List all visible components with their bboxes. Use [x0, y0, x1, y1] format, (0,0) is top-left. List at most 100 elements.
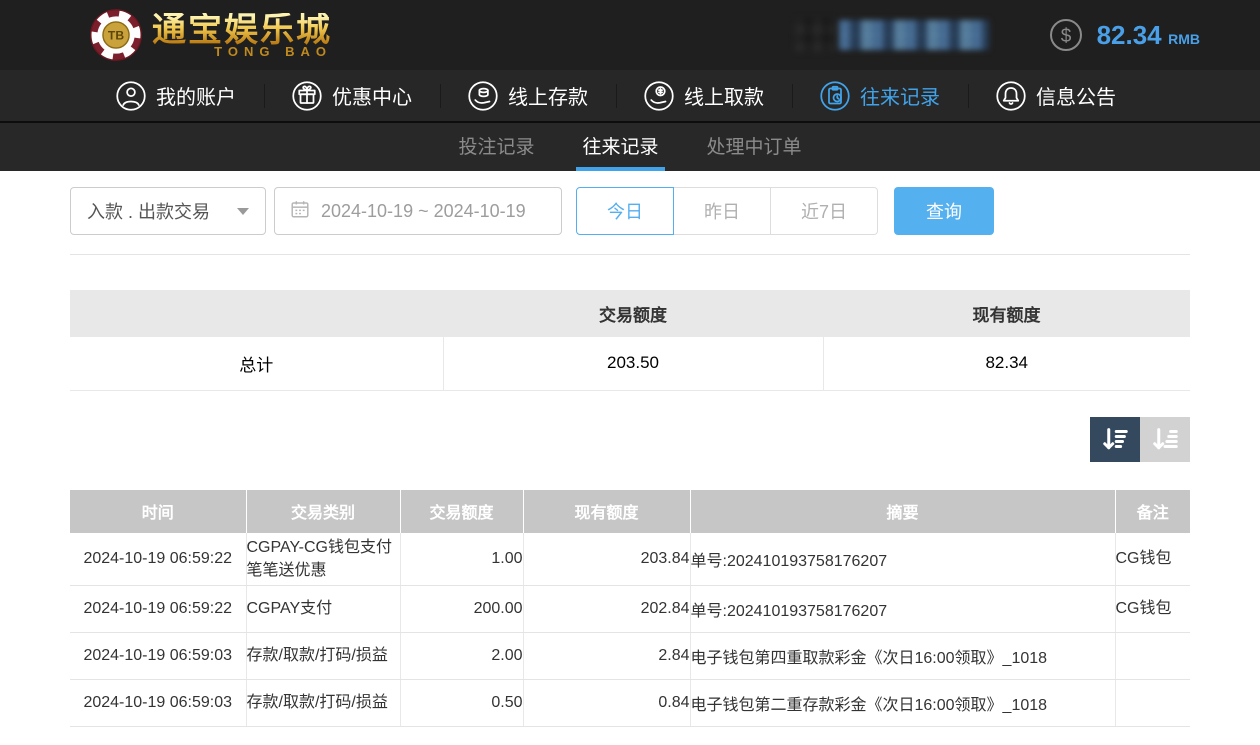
- cell-amount: 0.50: [399, 679, 523, 727]
- main-nav: 我的账户 优惠中心 线上存款 线上取款 往来记录 信息公告: [0, 70, 1260, 123]
- date-range-value: 2024-10-19 ~ 2024-10-19: [321, 200, 526, 221]
- select-value: 入款 . 出款交易: [87, 202, 211, 222]
- header-summary: 摘要: [690, 489, 1116, 533]
- cell-time: 2024-10-19 06:59:03: [70, 632, 246, 680]
- nav-label: 优惠中心: [332, 87, 412, 109]
- cell-time: 2024-10-19 06:59:22: [70, 532, 246, 586]
- balance-display: 82.34 RMB: [1097, 20, 1200, 51]
- cell-balance: 203.84: [522, 532, 690, 586]
- header-type: 交易类别: [246, 489, 401, 533]
- logo-subtitle: TONG BAO: [214, 43, 332, 59]
- summary-table: 交易额度 现有额度 总计 203.50 82.34: [70, 290, 1190, 391]
- user-icon: [116, 80, 146, 111]
- casino-chip-icon: TB: [90, 9, 142, 61]
- table-row: 2024-10-19 06:59:22 CGPAY-CG钱包支付笔笔送优惠 1.…: [70, 532, 1190, 586]
- tab-bet-records[interactable]: 投注记录: [452, 123, 540, 171]
- sort-controls: [70, 416, 1190, 462]
- quick-range-group: 今日 昨日 近7日: [576, 187, 879, 235]
- gift-icon: [292, 80, 322, 111]
- date-range-picker[interactable]: 2024-10-19 ~ 2024-10-19: [274, 187, 562, 235]
- nav-label: 线上存款: [508, 87, 588, 109]
- cell-summary: 单号:202410193758176207: [689, 585, 1115, 633]
- nav-item-my-account[interactable]: 我的账户: [88, 70, 264, 121]
- logo-title: 通宝娱乐城: [152, 10, 332, 49]
- sub-nav: 投注记录 往来记录 处理中订单: [0, 123, 1260, 171]
- table-header-row: 时间 交易类别 交易额度 现有额度 摘要 备注: [70, 489, 1190, 533]
- cell-type: CGPAY支付: [245, 585, 400, 633]
- svg-text:TB: TB: [108, 29, 124, 43]
- cell-summary: 电子钱包第二重存款彩金《次日16:00领取》_1018: [689, 679, 1115, 727]
- table-row: 2024-10-19 06:59:03 存款/取款/打码/损益 2.00 2.8…: [70, 632, 1190, 680]
- balance-amount: 82.34: [1096, 19, 1162, 50]
- cell-amount: 200.00: [399, 585, 523, 633]
- sort-ascending-icon: [1153, 428, 1178, 450]
- nav-label: 我的账户: [156, 87, 236, 109]
- username-redacted: [794, 18, 989, 52]
- table-row: 2024-10-19 06:59:03 存款/取款/打码/损益 0.50 0.8…: [70, 679, 1190, 727]
- svg-text:$: $: [1060, 26, 1071, 47]
- cell-note: [1114, 679, 1190, 727]
- cell-amount: 2.00: [399, 632, 523, 680]
- cell-amount: 1.00: [399, 532, 523, 586]
- transaction-type-select[interactable]: 入款 . 出款交易: [70, 187, 266, 235]
- tab-transaction-records[interactable]: 往来记录: [576, 123, 665, 171]
- query-button[interactable]: 查询: [894, 187, 995, 235]
- deposit-icon: [468, 80, 498, 111]
- summary-header-empty: [70, 290, 443, 337]
- dollar-coin-icon: $: [1049, 19, 1082, 51]
- cell-summary: 电子钱包第四重取款彩金《次日16:00领取》_1018: [689, 632, 1115, 680]
- nav-item-announcements[interactable]: 信息公告: [968, 70, 1144, 121]
- cell-summary: 单号:202410193758176207: [689, 532, 1115, 586]
- cell-balance: 202.84: [522, 585, 690, 633]
- nav-item-promotions[interactable]: 优惠中心: [264, 70, 440, 121]
- tab-label: 处理中订单: [706, 136, 802, 158]
- top-bar: TB 通宝娱乐城 TONG BAO $ 82.34 RMB: [0, 0, 1260, 70]
- summary-total-row: 总计 203.50 82.34: [70, 337, 1190, 391]
- summary-transaction-total: 203.50: [442, 337, 823, 391]
- today-button[interactable]: 今日: [576, 187, 674, 235]
- avatar-redacted: [794, 18, 835, 52]
- header-balance: 现有额度: [523, 489, 691, 533]
- cell-type: 存款/取款/打码/损益: [245, 679, 400, 727]
- tab-label: 投注记录: [458, 136, 535, 158]
- yesterday-button[interactable]: 昨日: [674, 187, 771, 235]
- summary-header-current: 现有额度: [823, 290, 1190, 337]
- logo-text: 通宝娱乐城 TONG BAO: [152, 13, 332, 58]
- summary-total-label: 总计: [70, 337, 443, 391]
- nav-item-deposit[interactable]: 线上存款: [440, 70, 616, 121]
- cell-balance: 2.84: [522, 632, 690, 680]
- summary-header-row: 交易额度 现有额度: [70, 290, 1190, 337]
- cell-balance: 0.84: [522, 679, 690, 727]
- chevron-down-icon: [237, 207, 249, 215]
- records-icon: [820, 80, 850, 111]
- nav-label: 线上取款: [684, 87, 764, 109]
- calendar-icon: [289, 198, 311, 225]
- cell-type: 存款/取款/打码/损益: [245, 632, 400, 680]
- bell-icon: [996, 80, 1026, 111]
- balance-currency: RMB: [1168, 30, 1200, 47]
- username-blur: [838, 20, 989, 50]
- cell-note: CG钱包: [1114, 532, 1190, 586]
- page-content: 入款 . 出款交易 2024-10-19 ~ 2024-10-19 今日 昨日 …: [70, 187, 1190, 727]
- tab-label: 往来记录: [582, 136, 659, 158]
- cell-type: CGPAY-CG钱包支付笔笔送优惠: [245, 532, 400, 586]
- nav-item-transactions[interactable]: 往来记录: [792, 70, 968, 121]
- sort-descending-button[interactable]: [1090, 416, 1140, 462]
- cell-time: 2024-10-19 06:59:22: [70, 585, 246, 633]
- account-summary: $ 82.34 RMB: [794, 18, 1200, 52]
- summary-current-total: 82.34: [822, 337, 1190, 391]
- nav-label: 往来记录: [860, 87, 940, 109]
- sort-descending-icon: [1103, 428, 1128, 450]
- tab-pending-orders[interactable]: 处理中订单: [701, 123, 808, 171]
- site-logo[interactable]: TB 通宝娱乐城 TONG BAO: [88, 7, 332, 63]
- header-note: 备注: [1115, 489, 1190, 533]
- last7days-button[interactable]: 近7日: [771, 187, 879, 235]
- header-time: 时间: [70, 489, 247, 533]
- table-row: 2024-10-19 06:59:22 CGPAY支付 200.00 202.8…: [70, 585, 1190, 633]
- sort-ascending-button[interactable]: [1140, 416, 1190, 462]
- summary-header-transaction: 交易额度: [443, 290, 823, 337]
- transactions-table: 时间 交易类别 交易额度 现有额度 摘要 备注 2024-10-19 06:59…: [70, 489, 1190, 727]
- cell-note: CG钱包: [1114, 585, 1190, 633]
- withdraw-icon: [644, 80, 674, 111]
- nav-item-withdraw[interactable]: 线上取款: [616, 70, 792, 121]
